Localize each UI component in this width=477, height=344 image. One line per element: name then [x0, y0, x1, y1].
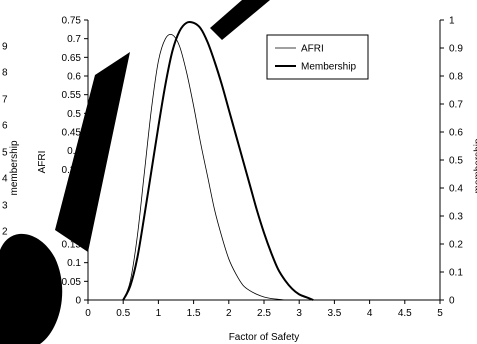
left-edge-labels: 9 8 7 6 5 4 3 2 1	[2, 42, 8, 265]
y-left-tick-label: 0.75	[62, 16, 82, 27]
legend: AFRI Membership	[266, 34, 369, 80]
x-tick-label: 3.5	[327, 308, 341, 319]
series-line-membership	[122, 20, 314, 301]
y-left-tick-label: 0	[75, 296, 81, 307]
y-left-tick-label: 0.35	[62, 165, 82, 176]
y-right-tick-label: 0.8	[449, 72, 463, 83]
axes	[87, 20, 441, 301]
y-right-tick-label: 0.4	[449, 184, 463, 195]
legend-label-membership: Membership	[301, 62, 356, 73]
y-left-tick-label: 0.25	[62, 202, 82, 213]
left-edge-tick-label: 5	[2, 148, 8, 159]
left-edge-tick-label: 4	[2, 174, 8, 185]
y-left-axis-ticks: 0 0.05 0.1 0.15 0.2 0.25 0.3 0.35 0.4 0.45 0.5 0.55…	[62, 16, 88, 307]
y-left-tick-label: 0.1	[67, 258, 81, 269]
x-tick-label: 5	[437, 308, 443, 319]
legend-label-afri: AFRI	[301, 44, 324, 55]
y-left-tick-label: 0.45	[62, 128, 82, 139]
y-left-tick-label: 0.05	[62, 277, 82, 288]
y-right-tick-label: 0.3	[449, 212, 463, 223]
left-edge-axis-title: membership	[9, 140, 20, 195]
x-tick-label: 1	[156, 308, 162, 319]
y-left-tick-label: 0.7	[67, 34, 81, 45]
left-edge-tick-label: 2	[2, 227, 8, 238]
x-tick-label: 4	[367, 308, 373, 319]
x-axis-title: Factor of Safety	[229, 332, 300, 343]
y-right-tick-label: 0.7	[449, 100, 463, 111]
x-tick-label: 0	[85, 308, 91, 319]
right-edge-axis-title: membership	[473, 138, 477, 193]
y-right-axis-ticks: 0 0.1 0.2 0.3 0.4 0.5 0.6 0.7 0.8 0.9 1	[440, 16, 463, 307]
left-edge-tick-label: 9	[2, 42, 8, 53]
x-tick-label: 4.5	[398, 308, 412, 319]
y-left-tick-label: 0.15	[62, 240, 82, 251]
left-edge-tick-label: 7	[2, 95, 8, 106]
watermark	[0, 0, 270, 344]
x-tick-label: 2	[226, 308, 232, 319]
x-tick-label: 0.5	[116, 308, 130, 319]
x-axis-ticks: 0 0.5 1 1.5 2 2.5 3 3.5 4 4.5 5	[85, 300, 443, 319]
y-left-tick-label: 0.5	[67, 109, 81, 120]
left-edge-tick-label: 8	[2, 68, 8, 79]
y-left-tick-label: 0.55	[62, 90, 82, 101]
left-edge-tick-label: 1	[2, 254, 8, 265]
watermark-blob-bottom	[0, 233, 63, 344]
y-right-tick-label: 0.6	[449, 128, 463, 139]
y-left-tick-label: 0.65	[62, 53, 82, 64]
x-tick-label: 2.5	[257, 308, 271, 319]
watermark-slash-right	[210, 0, 270, 40]
watermark-slash-left	[55, 52, 130, 252]
x-tick-label: 1.5	[187, 308, 201, 319]
y-left-axis-title: AFRI	[37, 151, 48, 174]
left-edge-tick-label: 6	[2, 121, 8, 132]
x-tick-label: 3	[296, 308, 302, 319]
y-right-tick-label: 0	[449, 296, 455, 307]
y-right-tick-label: 0.1	[449, 268, 463, 279]
series-layer	[122, 20, 314, 301]
y-left-tick-label: 0.6	[67, 72, 81, 83]
y-left-tick-label: 0.2	[67, 221, 81, 232]
left-edge-tick-label: 3	[2, 201, 8, 212]
y-left-tick-label: 0.4	[67, 146, 81, 157]
y-right-tick-label: 0.2	[449, 240, 463, 251]
y-left-tick-label: 0.3	[67, 184, 81, 195]
series-line-afri	[122, 33, 286, 301]
y-right-tick-label: 0.5	[449, 156, 463, 167]
y-right-tick-label: 0.9	[449, 44, 463, 55]
legend-box	[266, 34, 369, 80]
y-right-tick-label: 1	[449, 16, 455, 27]
